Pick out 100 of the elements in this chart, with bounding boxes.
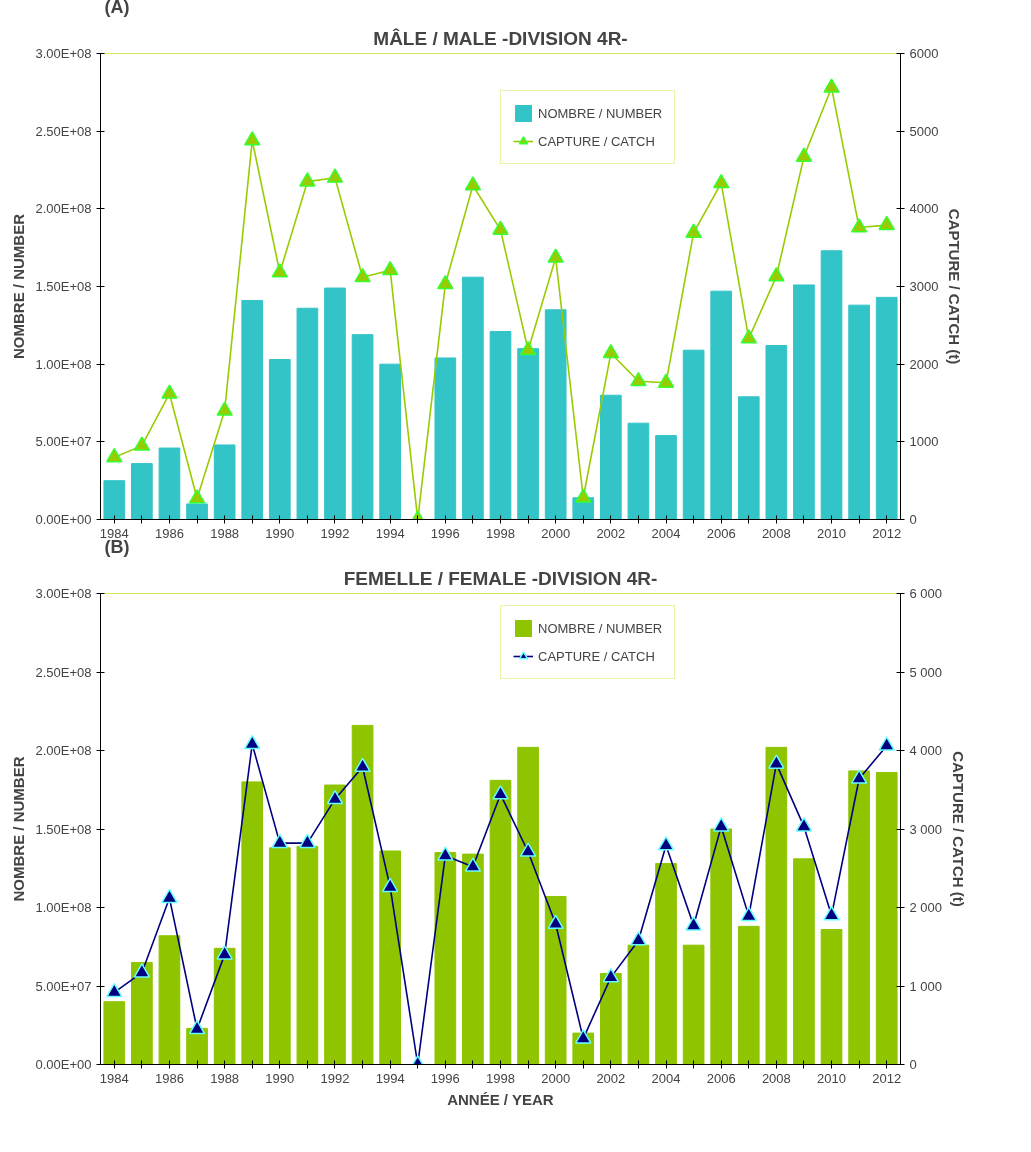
bar xyxy=(655,435,677,520)
point xyxy=(519,842,537,857)
bar xyxy=(131,961,153,1065)
x-tick-label: 2010 xyxy=(817,525,846,541)
point xyxy=(299,172,316,187)
bar xyxy=(655,863,677,1065)
bar xyxy=(241,299,264,520)
bar xyxy=(158,935,181,1065)
bar xyxy=(296,307,319,520)
y2-tick-label: 6 000 xyxy=(909,586,943,601)
x-tick-label: 2012 xyxy=(872,525,902,541)
point xyxy=(243,131,261,146)
x-tick-label: 1986 xyxy=(155,525,184,541)
point xyxy=(575,1029,592,1044)
bar xyxy=(710,290,733,520)
y-tick-label: 5.00E+07 xyxy=(35,434,92,450)
x-tick-label: 2000 xyxy=(541,525,571,541)
y2-tick-label: 0 xyxy=(909,512,917,527)
x-tick-label: 1994 xyxy=(375,525,405,541)
y2-tick-label: 6000 xyxy=(909,46,939,61)
point xyxy=(630,931,647,946)
point xyxy=(630,371,647,387)
point xyxy=(795,817,813,832)
y2-tick-label: 4000 xyxy=(909,201,939,217)
y-tick-label: 2.50E+08 xyxy=(35,123,92,139)
bar xyxy=(820,250,843,520)
point xyxy=(850,769,868,784)
bar xyxy=(434,357,457,520)
point xyxy=(243,734,261,750)
point xyxy=(437,274,454,290)
x-tick-label: 1998 xyxy=(486,1070,515,1086)
x-tick-label: 1992 xyxy=(320,1070,350,1086)
x-tick-label: 2008 xyxy=(761,525,791,541)
bar xyxy=(737,396,760,520)
bar xyxy=(268,359,291,520)
y-tick-label: 1.50E+08 xyxy=(35,821,92,837)
y-tick-label: 2.50E+08 xyxy=(35,664,92,680)
y2-axis-title: CAPTURE / CATCH (t) xyxy=(950,751,968,907)
bar xyxy=(627,944,650,1065)
point xyxy=(188,489,206,504)
y2-tick-label: 5 000 xyxy=(909,664,943,680)
bar xyxy=(765,746,788,1065)
bar xyxy=(268,847,291,1065)
point xyxy=(299,833,316,849)
point xyxy=(271,833,289,849)
point xyxy=(547,248,564,263)
point xyxy=(464,857,482,872)
text: (A) xyxy=(104,0,130,17)
y2-tick-label: 0 xyxy=(909,1057,917,1072)
point xyxy=(768,266,785,282)
bar xyxy=(848,770,870,1065)
x-axis-title: ANNÉE / YEAR xyxy=(447,1090,554,1108)
y-axis-title: NOMBRE / NUMBER xyxy=(10,756,28,902)
point xyxy=(106,982,123,998)
point xyxy=(685,223,702,238)
bar xyxy=(158,447,181,520)
point xyxy=(768,754,785,769)
y-tick-label: 2.00E+08 xyxy=(35,743,92,758)
bar xyxy=(103,480,126,520)
bar xyxy=(324,784,346,1065)
point xyxy=(106,447,123,463)
bar xyxy=(213,444,236,520)
x-tick-label: 2004 xyxy=(651,1070,681,1086)
point xyxy=(381,877,399,893)
point xyxy=(602,343,620,359)
y-tick-label: 1.50E+08 xyxy=(35,279,92,294)
bar xyxy=(186,503,208,520)
bar xyxy=(241,781,264,1065)
point xyxy=(216,401,233,416)
bar xyxy=(793,858,815,1065)
point xyxy=(354,757,371,773)
point xyxy=(354,267,371,283)
point xyxy=(271,263,289,278)
point xyxy=(381,260,399,276)
y2-tick-label: 1 000 xyxy=(909,978,943,994)
x-tick-label: 2006 xyxy=(706,1070,736,1086)
bar xyxy=(875,296,898,520)
point xyxy=(133,436,151,451)
x-tick-label: 1998 xyxy=(486,525,515,541)
point xyxy=(878,215,895,231)
point xyxy=(602,967,620,983)
y-tick-label: 0.00E+00 xyxy=(35,1057,92,1072)
x-tick-label: 2002 xyxy=(596,1070,626,1086)
bar xyxy=(517,746,539,1065)
x-tick-label: 2008 xyxy=(761,1070,791,1086)
point xyxy=(547,914,564,930)
bar xyxy=(600,972,622,1065)
x-tick-label: 1996 xyxy=(430,1070,460,1086)
y2-axis-title: CAPTURE / CATCH (t) xyxy=(946,208,964,365)
bar xyxy=(489,779,512,1065)
y-tick-label: 3.00E+08 xyxy=(35,586,92,601)
x-tick-label: 1990 xyxy=(265,525,295,541)
point xyxy=(823,78,840,93)
bar xyxy=(765,345,788,520)
y-tick-label: 3.00E+08 xyxy=(35,46,92,61)
point xyxy=(161,888,178,904)
bar xyxy=(875,771,898,1065)
point xyxy=(740,329,758,344)
bar xyxy=(489,331,512,520)
point xyxy=(575,488,592,503)
